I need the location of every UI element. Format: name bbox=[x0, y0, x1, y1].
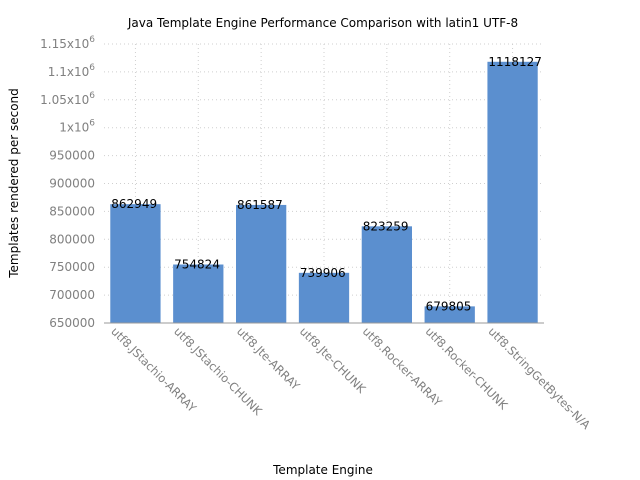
y-axis-title: Templates rendered per second bbox=[7, 88, 21, 279]
y-tick-label: 950000 bbox=[49, 149, 95, 163]
y-tick-label: 1x106 bbox=[59, 119, 95, 135]
y-axis-ticks: 650000 700000 750000 800000 850000 900000 9500… bbox=[40, 35, 95, 330]
bar-value-label: 823259 bbox=[363, 219, 409, 233]
bar-value-label: 1118127 bbox=[488, 55, 541, 69]
bar bbox=[110, 204, 161, 323]
bar bbox=[487, 61, 538, 324]
x-tick-label: utf8.Jte-ARRAY bbox=[234, 324, 303, 393]
x-tick-label: utf8.StringGetBytes-N/A bbox=[485, 324, 593, 432]
y-tick-label: 700000 bbox=[49, 288, 95, 302]
y-tick-label: 900000 bbox=[49, 177, 95, 191]
x-tick-label: utf8.Jte-CHUNK bbox=[297, 324, 369, 396]
bar-value-labels: 862949 754824 861587 739906 823259 679805 1118… bbox=[111, 55, 542, 314]
y-tick-label: 850000 bbox=[49, 204, 95, 218]
y-tick-label: 1.1x106 bbox=[48, 63, 95, 79]
x-axis-ticks: utf8.JStachio-ARRAYutf8.JStachio-CHUNKut… bbox=[108, 324, 593, 432]
y-tick-label: 800000 bbox=[49, 232, 95, 246]
y-tick-label: 650000 bbox=[49, 316, 95, 330]
bar-value-label: 862949 bbox=[111, 197, 157, 211]
chart-title: Java Template Engine Performance Compari… bbox=[127, 16, 518, 30]
x-axis-title: Template Engine bbox=[272, 463, 373, 477]
bar-value-label: 739906 bbox=[300, 266, 346, 280]
y-tick-label: 1.05x106 bbox=[40, 91, 95, 107]
bar bbox=[173, 264, 224, 323]
bar-value-label: 679805 bbox=[426, 299, 472, 313]
bar-value-label: 861587 bbox=[237, 198, 283, 212]
bar bbox=[361, 226, 412, 323]
bars bbox=[110, 61, 538, 324]
bar bbox=[236, 204, 287, 323]
y-tick-label: 750000 bbox=[49, 260, 95, 274]
y-tick-label: 1.15x106 bbox=[40, 35, 95, 51]
bar bbox=[298, 272, 350, 323]
bar-value-label: 754824 bbox=[174, 258, 220, 272]
bar bbox=[424, 306, 475, 323]
